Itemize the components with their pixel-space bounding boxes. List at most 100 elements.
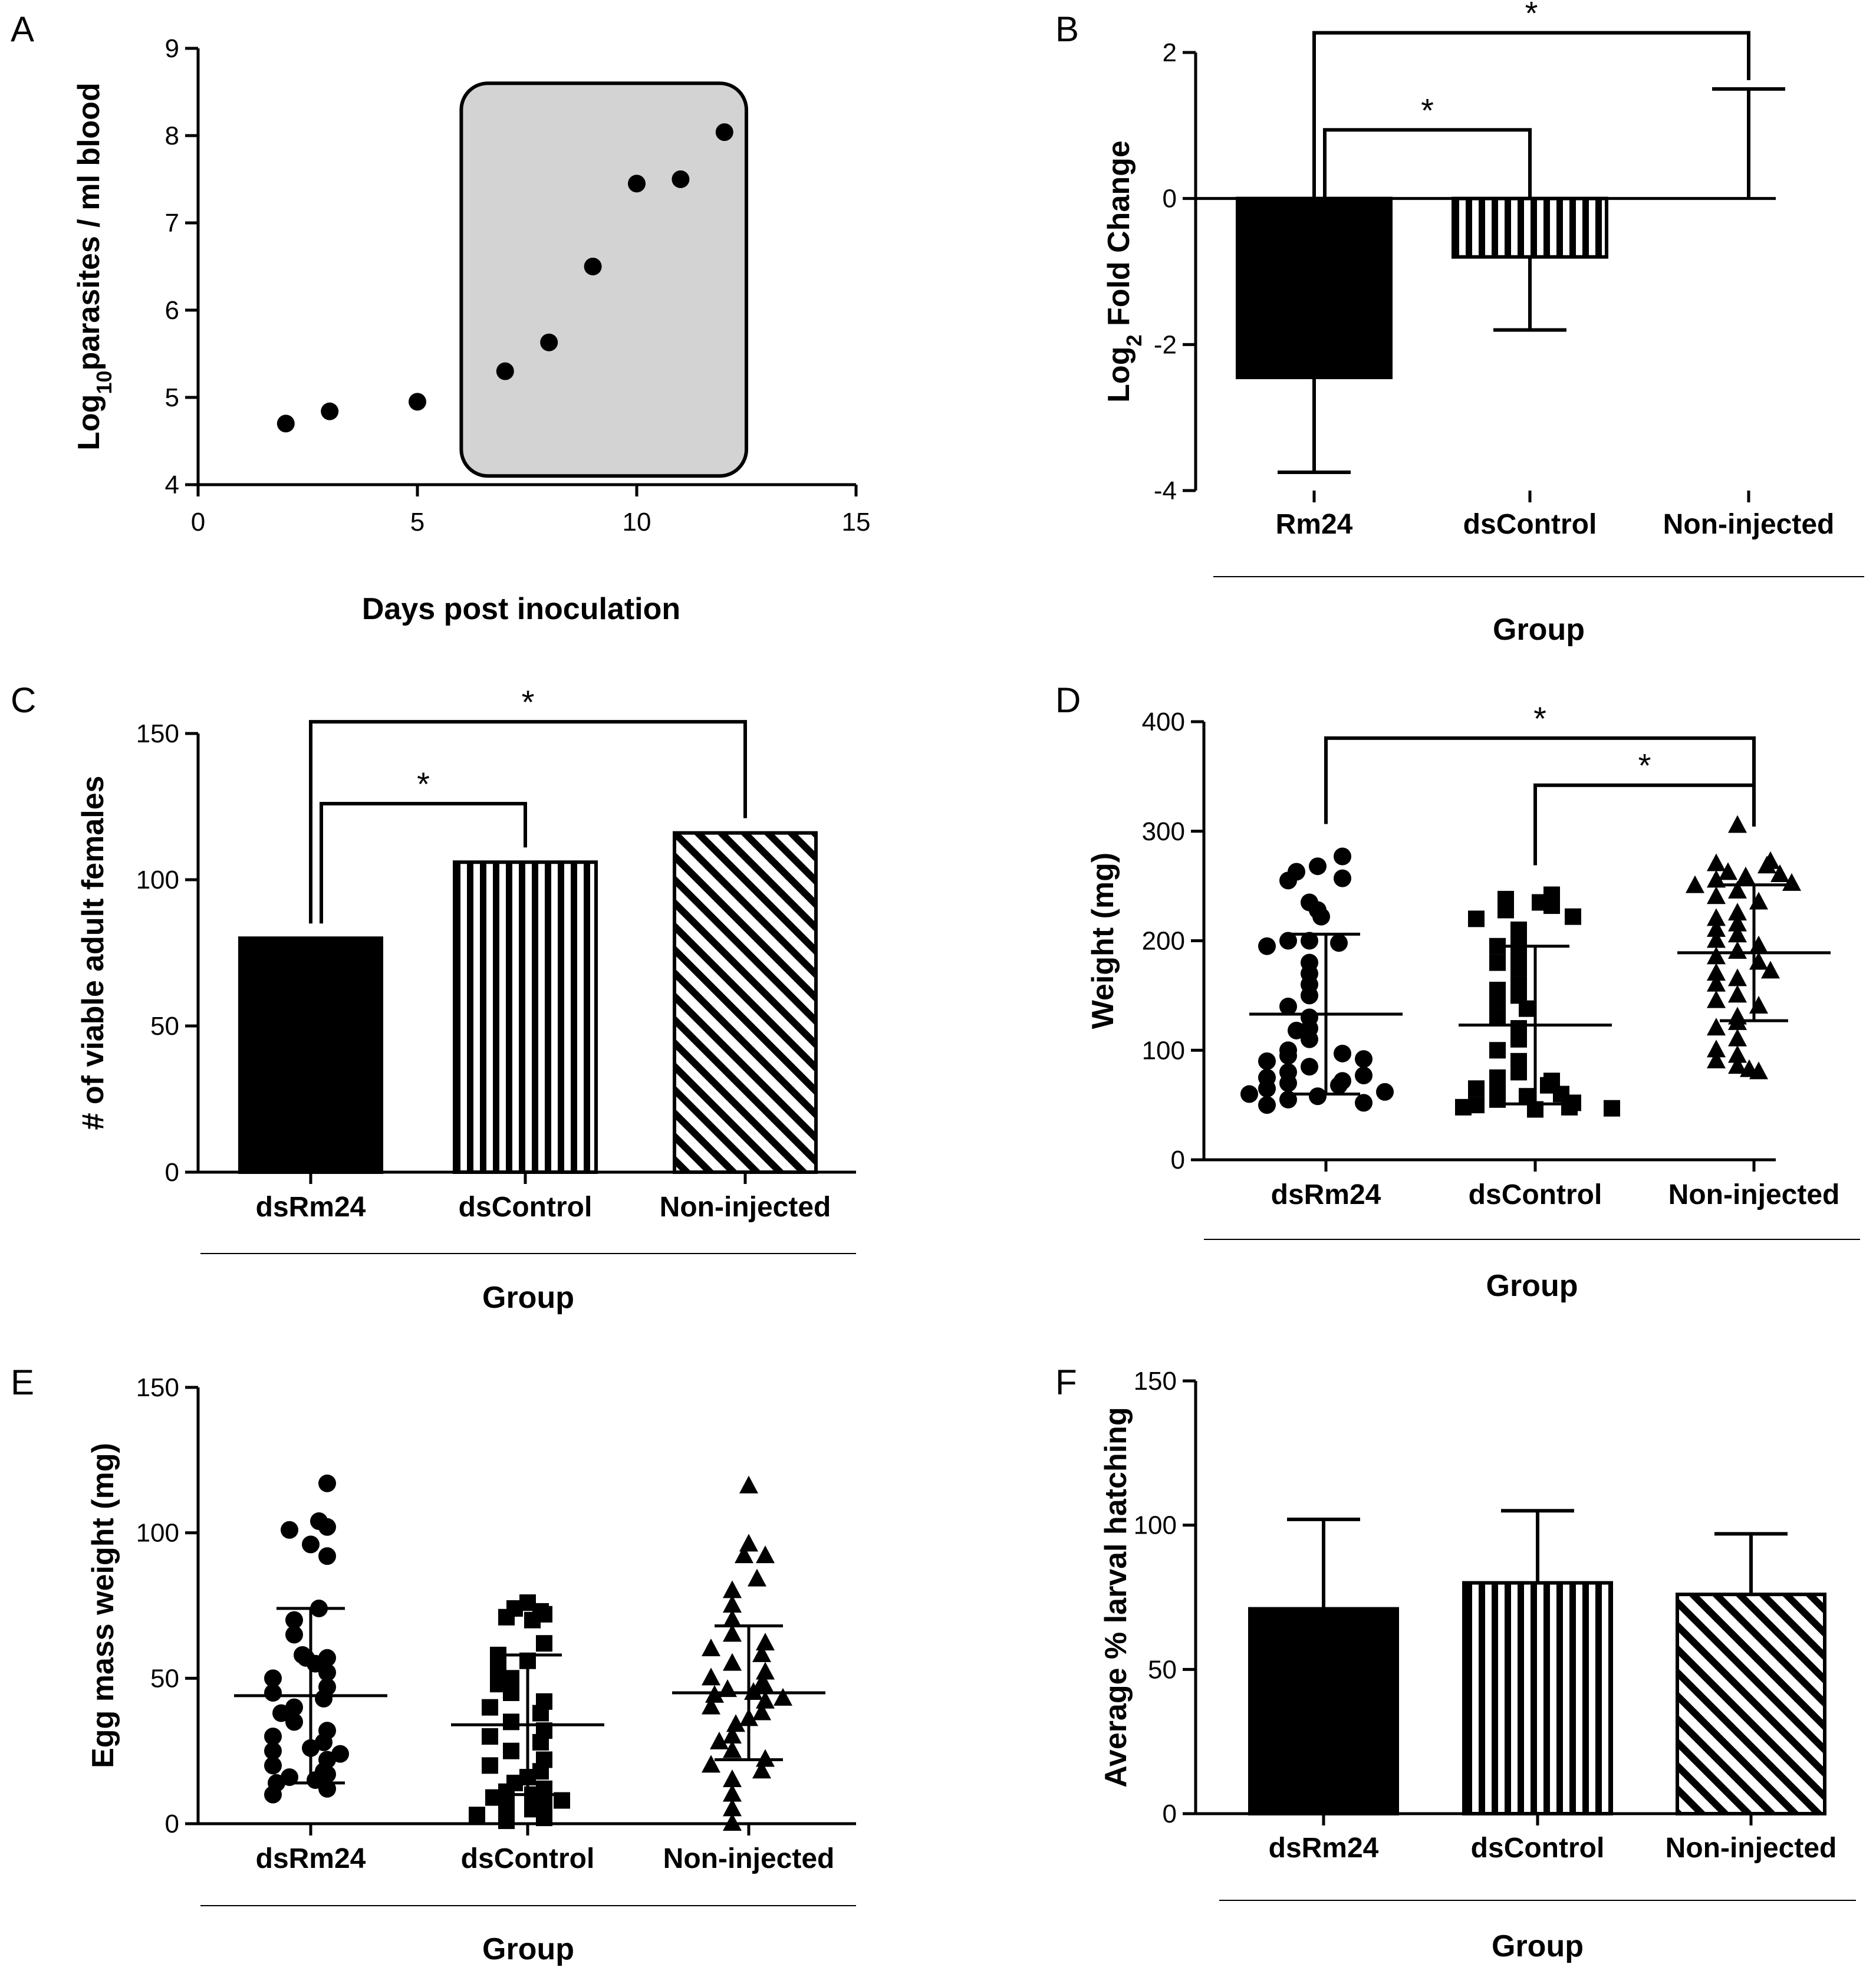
- data-point: [1770, 864, 1789, 883]
- y-tick-label: 100: [136, 1519, 179, 1548]
- panel-letter: F: [1055, 1363, 1077, 1402]
- y-tick-label: 100: [1134, 1511, 1177, 1540]
- data-point: [285, 1713, 303, 1731]
- data-point: [503, 1713, 519, 1731]
- category-label: Non-injected: [1663, 509, 1835, 540]
- data-point: [1258, 1080, 1276, 1098]
- bar: [453, 860, 598, 1174]
- panel-letter: D: [1055, 680, 1081, 720]
- y-tick-label: 2: [1163, 38, 1177, 67]
- data-point: [264, 1669, 282, 1687]
- significance-star: *: [1638, 747, 1651, 784]
- data-point: [1258, 1052, 1276, 1070]
- data-point: [1728, 925, 1747, 943]
- data-point: [1728, 1056, 1747, 1074]
- data-point: [1728, 880, 1747, 899]
- y-axis-label-base: Log: [1102, 347, 1136, 403]
- y-tick-label: 50: [150, 1012, 179, 1041]
- y-tick-label: 5: [165, 383, 179, 412]
- x-axis-label: Group: [1492, 1929, 1584, 1963]
- category-label: Non-injected: [1666, 1833, 1837, 1864]
- y-tick-label: 0: [1163, 1800, 1177, 1828]
- y-tick-label: 4: [165, 471, 179, 499]
- data-point: [1749, 935, 1768, 953]
- data-point: [1728, 941, 1747, 959]
- y-axis-label: Log2 Fold Change: [1102, 140, 1146, 403]
- data-point: [498, 1608, 515, 1626]
- data-point: [503, 1742, 519, 1759]
- data-point: [409, 393, 426, 411]
- category-label: dsRm24: [256, 1192, 366, 1223]
- data-point: [318, 1518, 336, 1536]
- y-tick-label: 200: [1142, 927, 1185, 956]
- data-point: [1309, 857, 1327, 876]
- y-tick-label: 400: [1142, 708, 1185, 736]
- x-axis-label: Group: [482, 1281, 574, 1315]
- panel-c: C 0 50 100 150 dsRm24 dsControl Non-injected Gro…: [11, 680, 856, 1315]
- y-tick-label: 150: [136, 719, 179, 748]
- data-point: [1510, 959, 1527, 976]
- y-axis-label-sub: 10: [92, 371, 116, 394]
- data-point: [1707, 963, 1726, 981]
- data-point: [1707, 946, 1726, 965]
- y-tick-label: 100: [136, 866, 179, 894]
- y-tick-label: 6: [165, 296, 179, 325]
- y-tick-label: 7: [165, 209, 179, 238]
- data-point: [1355, 1050, 1373, 1068]
- y-axis-label: Weight (mg): [1086, 853, 1120, 1029]
- y-tick-label: 0: [165, 1810, 179, 1838]
- data-point: [1301, 1058, 1318, 1076]
- data-point: [1686, 875, 1704, 893]
- data-point: [1728, 1045, 1747, 1063]
- data-point: [752, 1702, 771, 1721]
- data-point: [715, 123, 733, 142]
- data-point: [1309, 1087, 1327, 1106]
- data-point: [702, 1696, 720, 1715]
- data-point: [1757, 856, 1776, 874]
- data-point: [302, 1535, 320, 1554]
- x-axis-label: Group: [482, 1932, 574, 1966]
- panel-letter: B: [1055, 9, 1079, 49]
- y-axis-label-base: Log: [72, 394, 106, 450]
- category-label: dsControl: [1469, 1179, 1602, 1210]
- data-point: [315, 1689, 333, 1708]
- data-point: [1761, 960, 1780, 979]
- data-point: [1301, 986, 1318, 1005]
- data-point: [1489, 1074, 1506, 1091]
- highlight-region: [459, 81, 749, 478]
- data-point: [1707, 930, 1726, 948]
- data-point: [748, 1568, 766, 1587]
- data-point: [540, 333, 558, 351]
- category-label: dsRm24: [1269, 1833, 1379, 1864]
- data-point: [1728, 815, 1747, 833]
- y-tick-label: 150: [136, 1373, 179, 1402]
- data-point: [532, 1733, 549, 1751]
- data-point: [1510, 1064, 1527, 1081]
- data-point: [321, 402, 339, 420]
- y-tick-label: 50: [1148, 1655, 1177, 1684]
- panel-f: F 0 50 100 150 dsRm24 dsControl Non-injected Gro…: [1055, 1363, 1856, 1963]
- y-tick-label: 0: [1163, 185, 1177, 213]
- data-point: [1312, 907, 1330, 926]
- y-tick-label: 50: [150, 1664, 179, 1693]
- x-tick-label: 0: [191, 508, 205, 537]
- data-point: [710, 1731, 729, 1749]
- bar: [1676, 1593, 1826, 1816]
- data-point: [1489, 1042, 1506, 1059]
- category-label: dsControl: [461, 1843, 595, 1874]
- data-point: [1489, 954, 1506, 971]
- data-point: [498, 1798, 515, 1815]
- data-point: [1728, 968, 1747, 986]
- data-point: [482, 1728, 498, 1745]
- data-point: [628, 175, 646, 193]
- data-point: [1258, 937, 1276, 955]
- panel-letter: C: [11, 680, 36, 720]
- data-point: [726, 1714, 745, 1732]
- data-point: [1334, 869, 1351, 887]
- y-tick-label: 150: [1134, 1367, 1177, 1396]
- data-point: [1728, 985, 1747, 1003]
- x-axis-label: Group: [1493, 613, 1585, 647]
- data-point: [1355, 1094, 1373, 1112]
- data-point: [739, 1475, 758, 1494]
